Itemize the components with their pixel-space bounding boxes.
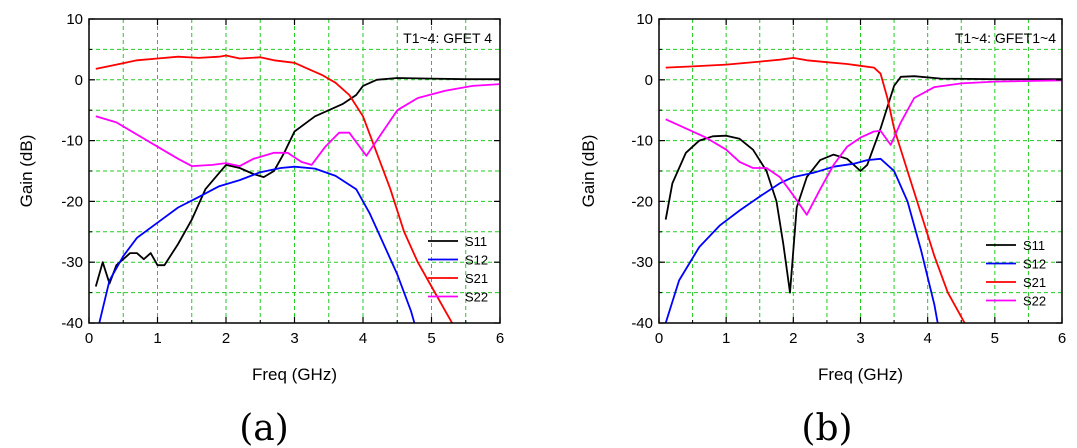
- legend-entry: S22: [465, 290, 488, 305]
- x-tick-label: 6: [1058, 330, 1066, 347]
- y-tick-label: 10: [636, 11, 653, 28]
- chart-panel-a: 0 1 2 3 4 5 6 -40 -30 -20 -10 0 10 Freq (GHz) Gain (dB…: [17, 11, 504, 448]
- x-tick-label: 5: [427, 330, 435, 347]
- y-tick-label: -30: [61, 254, 83, 271]
- x-tick-label: 0: [655, 330, 663, 347]
- panel-label: (a): [239, 408, 289, 448]
- x-axis-label: Freq (GHz): [818, 365, 903, 384]
- legend-entry: S22: [1023, 294, 1046, 309]
- series-line-s21: [95, 54, 453, 323]
- x-tick-label: 0: [85, 330, 93, 347]
- device-annotation: T1~4: GFET1~4: [955, 30, 1056, 46]
- y-tick-label: 0: [75, 72, 83, 89]
- series-line-s12: [98, 165, 416, 323]
- x-tick-label: 2: [222, 330, 230, 347]
- x-tick-label: 1: [153, 330, 161, 347]
- x-tick-label: 2: [789, 330, 797, 347]
- legend-entry: S12: [465, 253, 488, 268]
- series-line-s22: [95, 83, 500, 167]
- y-tick-label: -20: [631, 193, 653, 210]
- x-tick-label: 4: [359, 330, 367, 347]
- legend-entry: S21: [465, 271, 488, 286]
- y-tick-label: -40: [631, 315, 653, 332]
- grid: [659, 19, 1062, 323]
- legend-entry: S21: [1023, 275, 1046, 290]
- series-line-s12: [664, 157, 939, 323]
- device-annotation: T1~4: GFET 4: [403, 30, 492, 46]
- x-tick-label: 6: [496, 330, 504, 347]
- x-axis-label: Freq (GHz): [252, 365, 337, 384]
- legend-entry: S11: [465, 234, 487, 249]
- panel-label: (b): [801, 408, 852, 448]
- y-tick-label: 0: [645, 72, 653, 89]
- x-tick-label: 4: [923, 330, 931, 347]
- series-line-s21: [665, 57, 966, 323]
- series-group: [664, 57, 1062, 323]
- y-axis-label: Gain (dB): [579, 135, 598, 208]
- legend: S11 S12 S21 S22: [428, 234, 488, 305]
- x-tick-label: 3: [290, 330, 298, 347]
- x-tick-label: 1: [722, 330, 730, 347]
- legend: S11 S12 S21 S22: [986, 238, 1046, 309]
- series-group: [94, 54, 500, 323]
- y-axis-label: Gain (dB): [17, 135, 36, 208]
- y-tick-label: -40: [61, 315, 83, 332]
- legend-entry: S12: [1023, 257, 1046, 272]
- series-line-s22: [665, 79, 1062, 216]
- x-tick-label: 5: [991, 330, 999, 347]
- chart-panel-b: 0 1 2 3 4 5 6 -40 -30 -20 -10 0 10 Freq (GHz) Gain (dB…: [579, 11, 1066, 448]
- y-tick-label: -10: [61, 133, 83, 150]
- series-line-s11: [94, 77, 500, 287]
- y-tick-label: -20: [61, 193, 83, 210]
- grid: [89, 19, 500, 323]
- y-tick-label: 10: [66, 11, 83, 28]
- series-line-s11: [664, 75, 1062, 294]
- y-tick-label: -10: [631, 133, 653, 150]
- x-tick-label: 3: [856, 330, 864, 347]
- legend-entry: S11: [1023, 238, 1045, 253]
- y-tick-label: -30: [631, 254, 653, 271]
